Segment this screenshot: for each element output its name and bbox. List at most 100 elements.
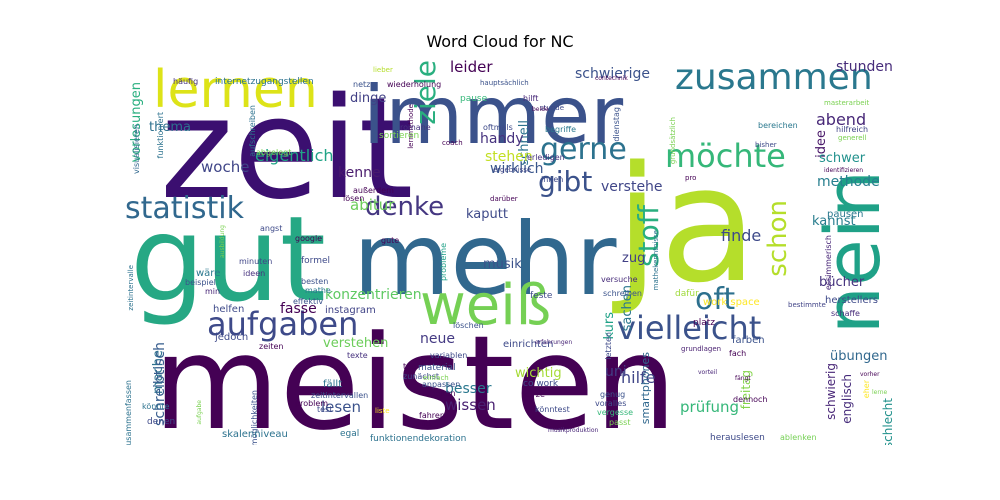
- word-100: innen: [541, 175, 564, 184]
- word-10: aufgaben: [207, 305, 359, 343]
- word-165: herauslesen: [710, 433, 765, 443]
- word-73: pause: [460, 94, 488, 104]
- word-66: schlecht: [881, 398, 895, 445]
- word-88: farben: [732, 335, 765, 346]
- word-60: uni: [605, 364, 627, 380]
- word-46: zug: [622, 251, 646, 266]
- word-74: hilft: [523, 94, 539, 103]
- word-170: ausbildung: [219, 225, 226, 258]
- word-9: zusammen: [675, 60, 873, 98]
- word-102: außerdem: [353, 186, 394, 195]
- word-150: lerne: [872, 389, 888, 396]
- word-128: variablen: [430, 351, 468, 360]
- word-34: stehen: [485, 149, 533, 165]
- word-157: fahren: [419, 411, 445, 420]
- word-155: problem: [295, 399, 329, 408]
- word-91: grundlagen: [681, 345, 722, 353]
- word-166: ablenken: [780, 433, 817, 442]
- word-22: woche: [201, 158, 250, 176]
- word-176: contechnik: [595, 75, 628, 82]
- word-105: coach: [442, 139, 463, 147]
- word-104: oftmals: [483, 123, 513, 132]
- word-142: genug: [600, 390, 626, 399]
- word-108: sortieren: [379, 131, 420, 141]
- word-99: erledigen: [527, 153, 565, 162]
- word-49: hilfe: [621, 368, 656, 387]
- word-20: schon: [763, 200, 793, 277]
- word-27: stunden: [836, 60, 893, 75]
- word-131: erfahrungen: [535, 339, 573, 346]
- word-173: vorteil: [698, 369, 718, 376]
- word-50: fasse: [280, 301, 317, 317]
- word-138: anpassen: [422, 380, 461, 389]
- word-101: lösen: [343, 194, 365, 203]
- word-159: stück: [416, 421, 433, 428]
- word-178: darüber: [490, 195, 518, 203]
- word-156: test: [317, 405, 333, 414]
- word-39: verstehe: [601, 179, 663, 195]
- word-78: generell: [838, 134, 867, 142]
- word-98: ergebnisse: [493, 166, 532, 174]
- word-118: mathe: [305, 286, 331, 295]
- word-69: häufig: [173, 77, 199, 86]
- word-40: kaputt: [466, 207, 508, 222]
- word-15: oft: [695, 282, 736, 317]
- word-175: lieber: [373, 66, 393, 74]
- word-115: minuten: [239, 257, 273, 266]
- word-1: zeit: [160, 68, 414, 231]
- word-17: denke: [365, 192, 445, 222]
- word-171: angst: [260, 224, 283, 233]
- word-136: material: [418, 363, 456, 373]
- word-24: konzentrieren: [325, 287, 422, 303]
- word-13: statistik: [125, 191, 244, 226]
- word-3: ja: [615, 131, 758, 318]
- word-116: ideen: [243, 269, 266, 278]
- word-94: versuche: [601, 275, 638, 284]
- word-147: fängt: [735, 375, 751, 382]
- word-119: wäre: [196, 268, 221, 279]
- word-141: kurze: [523, 390, 545, 399]
- word-80: bisher: [755, 141, 777, 149]
- word-139: arbeiten: [422, 389, 456, 398]
- word-151: vorher: [860, 371, 880, 378]
- word-37: thema: [149, 120, 191, 135]
- word-92: dafür: [675, 289, 699, 299]
- word-133: fach: [729, 349, 747, 358]
- word-57: wissen: [445, 396, 496, 414]
- word-26: finde: [721, 226, 762, 245]
- word-148: dennoch: [733, 395, 768, 404]
- word-96: probleme: [439, 243, 448, 282]
- word-63: schwierig: [824, 363, 838, 420]
- word-132: letzten: [604, 332, 613, 360]
- word-114: formel: [301, 256, 331, 266]
- word-130: einrichten: [503, 339, 554, 350]
- word-75: stunde: [540, 104, 565, 112]
- word-177: dienstag: [612, 107, 621, 142]
- word-36: kenne: [338, 165, 381, 181]
- word-134: tag: [403, 362, 417, 371]
- word-140: co work: [523, 379, 559, 389]
- word-179: grundsätzlich: [669, 117, 677, 165]
- word-145: passt: [609, 418, 631, 427]
- word-149: eher: [862, 380, 871, 399]
- word-123: effektiv: [293, 297, 324, 306]
- word-43: kannst: [812, 214, 856, 229]
- word-28: schwierige: [575, 66, 650, 82]
- word-65: übungen: [830, 349, 888, 364]
- word-84: pausen: [827, 209, 864, 220]
- word-67: zusammenfassen: [125, 380, 133, 445]
- word-16: ziele: [409, 60, 442, 125]
- word-127: texte: [347, 351, 368, 360]
- word-111: visualisieren: [132, 124, 141, 174]
- word-172: gute: [381, 236, 400, 245]
- word-21: eigentlich: [255, 146, 334, 165]
- word-161: skalenniveau: [222, 429, 288, 440]
- word-126: zeiten: [259, 342, 284, 351]
- word-29: leider: [450, 60, 493, 76]
- word-137: einfach: [423, 374, 449, 382]
- word-14: gerne: [540, 132, 627, 167]
- word-83: essimmerisch: [824, 235, 833, 291]
- word-143: voralles: [595, 399, 627, 408]
- word-97: mathekenntnisse: [652, 230, 660, 291]
- word-158: liste: [375, 407, 390, 415]
